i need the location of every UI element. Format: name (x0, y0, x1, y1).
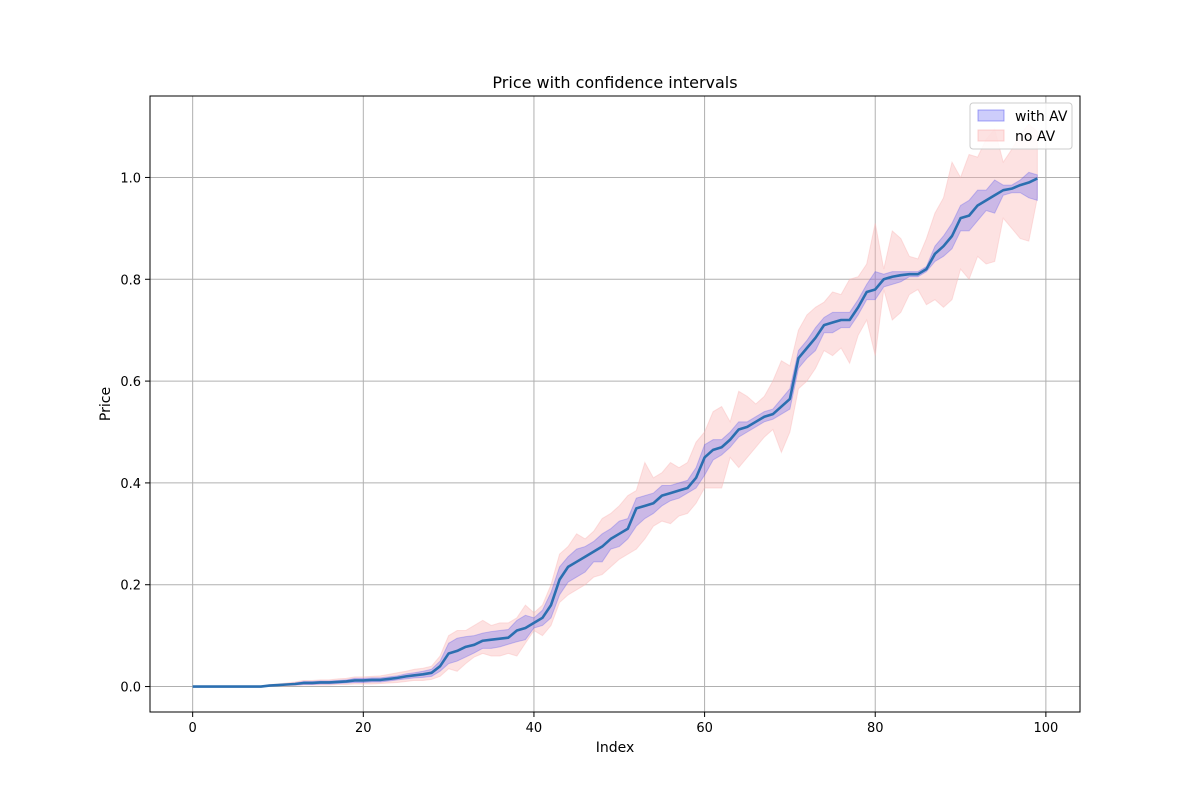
x-tick-label-0: 0 (189, 721, 197, 736)
plot-frame (149, 95, 1081, 713)
y-tick-label-3: 0.6 (120, 375, 141, 390)
band-no-av (192, 123, 1038, 688)
legend-swatch-1 (977, 129, 1005, 142)
y-tick-label-4: 0.8 (120, 273, 141, 288)
x-tick-label-5: 100 (1033, 721, 1058, 736)
y-tick-label-1: 0.2 (120, 579, 141, 594)
legend-label-0: with AV (1015, 109, 1068, 125)
y-tick-label-5: 1.0 (120, 171, 141, 186)
x-axis: 0 20 40 60 80 100 (189, 712, 1058, 736)
legend-swatch-0 (977, 109, 1005, 122)
confidence-bands (192, 123, 1038, 688)
y-axis: 0.0 0.2 0.4 0.6 0.8 1.0 (120, 171, 150, 696)
series-lines (192, 177, 1038, 688)
y-tick-label-2: 0.4 (120, 477, 141, 492)
x-tick-label-3: 60 (696, 721, 713, 736)
grid (150, 96, 1080, 712)
legend: with AV no AV (969, 102, 1073, 150)
x-tick-label-2: 40 (526, 721, 543, 736)
chart-title: Price with confidence intervals (492, 73, 737, 92)
legend-label-1: no AV (1015, 129, 1056, 145)
legend-box (969, 102, 1073, 150)
x-tick-label-4: 80 (867, 721, 884, 736)
y-tick-label-0: 0.0 (120, 681, 141, 696)
x-tick-label-1: 20 (355, 721, 372, 736)
x-axis-label: Index (596, 740, 635, 756)
y-axis-label: Price (98, 387, 114, 421)
band-with-av (192, 171, 1038, 688)
series-line-price (192, 177, 1038, 688)
